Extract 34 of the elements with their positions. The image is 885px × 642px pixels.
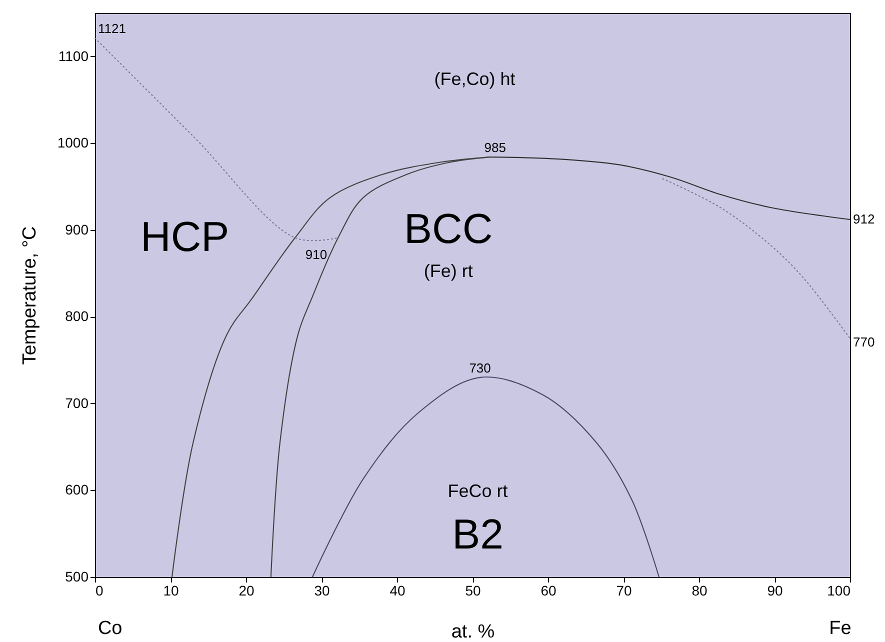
- x-tick-label: 20: [238, 582, 254, 598]
- y-tick-label: 900: [65, 221, 89, 238]
- text: Fe: [829, 618, 852, 639]
- annotation: (Fe,Co) ht: [434, 69, 516, 90]
- annotation: 910: [305, 246, 328, 262]
- annotation: FeCo rt: [448, 480, 508, 501]
- annotation: HCP: [140, 213, 230, 260]
- annotation: BCC: [404, 205, 493, 252]
- annotation: (Fe) rt: [424, 260, 473, 281]
- annotation: 770: [853, 334, 875, 350]
- x-tick-label: 40: [390, 582, 406, 598]
- x-tick-label: 30: [314, 582, 330, 598]
- x-tick-label: 80: [692, 582, 708, 598]
- annotation: 730: [469, 360, 491, 376]
- x-tick-label: 0: [96, 582, 104, 598]
- y-axis-title: Temperature, °C: [19, 226, 40, 365]
- y-tick-label: 700: [65, 394, 89, 411]
- x-tick-label: 60: [540, 582, 556, 598]
- annotation: 912: [853, 212, 875, 227]
- annotation: 985: [484, 140, 506, 156]
- x-tick-label: 90: [767, 582, 783, 598]
- x-tick-label: 50: [465, 582, 481, 598]
- x-axis-title: at. %: [451, 622, 495, 642]
- x-tick-label: 100: [827, 582, 851, 598]
- y-tick-label: 500: [65, 568, 89, 584]
- x-tick-label: 70: [616, 582, 632, 598]
- y-tick-label: 1100: [58, 48, 89, 64]
- y-tick-label: 800: [65, 308, 89, 324]
- annotation: 1121: [98, 21, 126, 36]
- text: Co: [98, 618, 122, 639]
- annotation: B2: [452, 510, 504, 558]
- x-tick-label: 10: [163, 582, 179, 598]
- y-tick-label: 600: [65, 482, 89, 498]
- y-tick-label: 1000: [57, 134, 89, 151]
